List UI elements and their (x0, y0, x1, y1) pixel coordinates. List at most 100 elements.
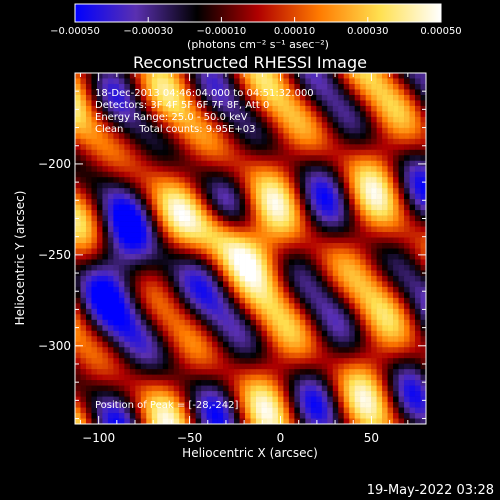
heatmap-cell (75, 199, 81, 205)
heatmap-cell (151, 391, 158, 397)
heatmap-cell (310, 352, 317, 359)
heatmap-cell (321, 259, 328, 266)
heatmap-cell (310, 418, 317, 424)
heatmap-cell (75, 407, 81, 414)
heatmap-cell (409, 133, 416, 140)
heatmap-cell (409, 374, 416, 381)
heatmap-cell (245, 232, 251, 238)
heatmap-cell (217, 221, 224, 227)
heatmap-cell (365, 171, 372, 178)
heatmap-cell (146, 396, 153, 403)
heatmap-cell (91, 303, 98, 310)
heatmap-cell (327, 308, 334, 315)
heatmap-cell (223, 264, 229, 271)
heatmap-cell (135, 127, 142, 134)
heatmap-cell (349, 83, 355, 90)
heatmap-cell (223, 138, 229, 145)
heatmap-cell (409, 144, 416, 151)
heatmap-cell (316, 78, 323, 85)
heatmap-cell (223, 133, 229, 140)
heatmap-cell (239, 210, 246, 216)
heatmap-cell (404, 319, 410, 326)
heatmap-cell (288, 122, 295, 129)
heatmap-cell (129, 259, 136, 266)
heatmap-cell (96, 155, 103, 162)
heatmap-cell (360, 253, 366, 260)
heatmap-cell (288, 319, 295, 326)
heatmap-cell (316, 319, 323, 326)
heatmap-cell (173, 193, 180, 200)
heatmap-cell (80, 243, 87, 249)
heatmap-cell (157, 226, 164, 233)
heatmap-cell (239, 253, 246, 260)
heatmap-cell (310, 308, 317, 315)
heatmap-cell (365, 358, 372, 364)
heatmap-cell (404, 418, 410, 424)
heatmap-cell (299, 94, 306, 101)
heatmap-cell (168, 308, 175, 315)
heatmap-cell (135, 308, 142, 315)
heatmap-cell (338, 407, 345, 414)
heatmap-cell (102, 308, 109, 315)
heatmap-cell (393, 297, 399, 304)
heatmap-cell (179, 303, 185, 310)
heatmap-cell (365, 166, 372, 173)
heatmap-cell (272, 94, 279, 101)
heatmap-cell (354, 374, 361, 381)
heatmap-cell (234, 314, 240, 321)
heatmap-cell (201, 275, 207, 282)
heatmap-cell (343, 248, 350, 255)
heatmap-cell (113, 221, 120, 227)
heatmap-cell (255, 243, 262, 249)
heatmap-cell (393, 166, 399, 173)
heatmap-cell (223, 369, 229, 375)
heatmap-cell (310, 144, 317, 151)
heatmap-cell (288, 116, 295, 123)
heatmap-cell (338, 144, 345, 151)
heatmap-cell (382, 166, 388, 173)
heatmap-cell (376, 413, 383, 419)
heatmap-cell (107, 105, 114, 112)
heatmap-cell (124, 352, 131, 359)
heatmap-cell (228, 177, 235, 183)
heatmap-cell (129, 111, 136, 118)
heatmap-cell (157, 292, 164, 299)
heatmap-cell (217, 369, 224, 375)
heatmap-cell (85, 78, 92, 85)
heatmap-cell (217, 402, 224, 408)
heatmap-cell (305, 281, 312, 288)
heatmap-cell (179, 330, 185, 337)
heatmap-cell (96, 292, 103, 299)
heatmap-cell (129, 232, 136, 238)
heatmap-cell (168, 347, 175, 353)
heatmap-cell (387, 73, 394, 79)
heatmap-cell (261, 286, 268, 293)
heatmap-cell (266, 325, 273, 332)
heatmap-cell (146, 232, 153, 238)
heatmap-cell (91, 89, 98, 96)
heatmap-cell (228, 297, 235, 304)
heatmap-cell (146, 171, 153, 178)
heatmap-cell (184, 111, 191, 118)
heatmap-cell (212, 396, 218, 403)
heatmap-cell (212, 358, 218, 364)
heatmap-cell (124, 221, 131, 227)
heatmap-cell (102, 286, 109, 293)
heatmap-cell (124, 133, 131, 140)
heatmap-cell (162, 100, 169, 107)
heatmap-cell (283, 155, 290, 162)
heatmap-cell (201, 303, 207, 310)
heatmap-cell (338, 253, 345, 260)
heatmap-cell (327, 330, 334, 337)
heatmap-cell (387, 166, 394, 173)
heatmap-cell (212, 193, 218, 200)
heatmap-cell (272, 73, 279, 79)
heatmap-cell (409, 352, 416, 359)
heatmap-cell (212, 391, 218, 397)
heatmap-cell (332, 100, 339, 107)
heatmap-cell (277, 122, 284, 129)
heatmap-cell (96, 363, 103, 370)
heatmap-cell (206, 418, 213, 424)
heatmap-cell (321, 215, 328, 222)
heatmap-cell (266, 380, 273, 386)
